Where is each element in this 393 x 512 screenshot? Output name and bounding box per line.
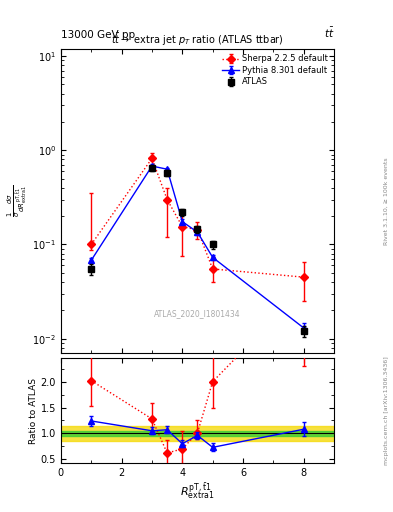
Y-axis label: $\frac{1}{\sigma}\frac{d\sigma}{dR^{\mathrm{pT,\bar{t}1}}_{\mathrm{extra1}}}$: $\frac{1}{\sigma}\frac{d\sigma}{dR^{\mat… [6, 185, 29, 217]
Legend: Sherpa 2.2.5 default, Pythia 8.301 default, ATLAS: Sherpa 2.2.5 default, Pythia 8.301 defau… [221, 53, 330, 88]
X-axis label: $R^{\mathrm{pT,\bar{t}1}}_{\mathrm{extra1}}$: $R^{\mathrm{pT,\bar{t}1}}_{\mathrm{extra… [180, 481, 215, 501]
Title: $t\bar{t}$$\rightarrow$ extra jet $p_T$ ratio (ATLAS ttbar): $t\bar{t}$$\rightarrow$ extra jet $p_T$ … [111, 32, 284, 49]
Bar [61, 431, 334, 436]
Text: Rivet 3.1.10, ≥ 100k events: Rivet 3.1.10, ≥ 100k events [384, 157, 389, 245]
Bar [61, 425, 334, 441]
Text: mcplots.cern.ch [arXiv:1306.3436]: mcplots.cern.ch [arXiv:1306.3436] [384, 356, 389, 465]
Text: 13000 GeV pp: 13000 GeV pp [61, 30, 135, 40]
Text: $t\bar{t}$: $t\bar{t}$ [323, 26, 334, 40]
Text: ATLAS_2020_I1801434: ATLAS_2020_I1801434 [154, 309, 241, 318]
Y-axis label: Ratio to ATLAS: Ratio to ATLAS [29, 378, 38, 444]
